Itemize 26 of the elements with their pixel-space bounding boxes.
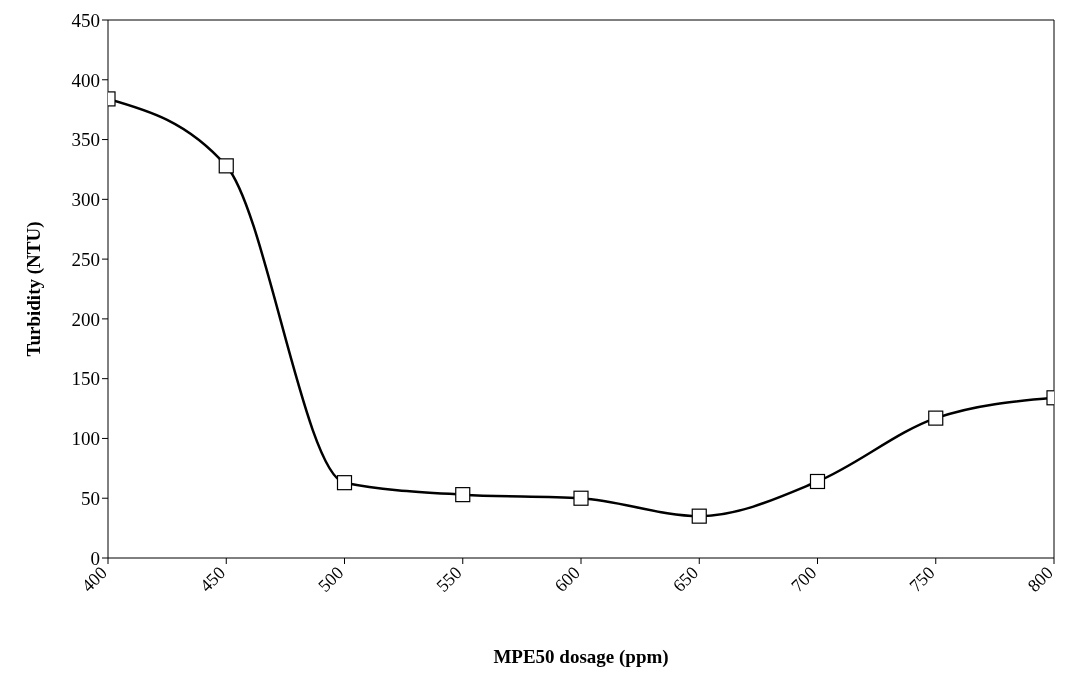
x-axis-title: MPE50 dosage (ppm) — [493, 646, 669, 668]
point — [336, 475, 353, 491]
y-tick-label: 100 — [71, 428, 100, 450]
x-tick-label: 500 — [314, 562, 348, 596]
x-tick-label: 750 — [905, 562, 939, 596]
point — [218, 158, 234, 174]
y-tick-label: 200 — [71, 308, 100, 330]
y-tick-label: 150 — [71, 368, 100, 390]
x-tick-label: 700 — [787, 562, 821, 596]
y-tick-label: 250 — [71, 248, 100, 270]
y-tick-label: 300 — [71, 189, 100, 211]
y-tick-label: 350 — [71, 129, 100, 151]
point — [928, 410, 944, 426]
point — [455, 487, 471, 503]
point — [809, 473, 826, 490]
y-axis-title: Turbidity (NTU) — [22, 221, 45, 357]
x-tick-label: 600 — [550, 562, 584, 596]
x-tick-label: 650 — [668, 562, 703, 596]
y-tick-label: 50 — [81, 487, 100, 509]
point — [691, 508, 707, 524]
x-tick-label: 450 — [195, 562, 230, 596]
point — [573, 490, 589, 506]
x-tick-label: 800 — [1023, 562, 1057, 596]
y-tick-label: 400 — [71, 69, 100, 91]
y-tick-label: 450 — [71, 9, 100, 31]
x-tick-label: 550 — [432, 562, 466, 596]
